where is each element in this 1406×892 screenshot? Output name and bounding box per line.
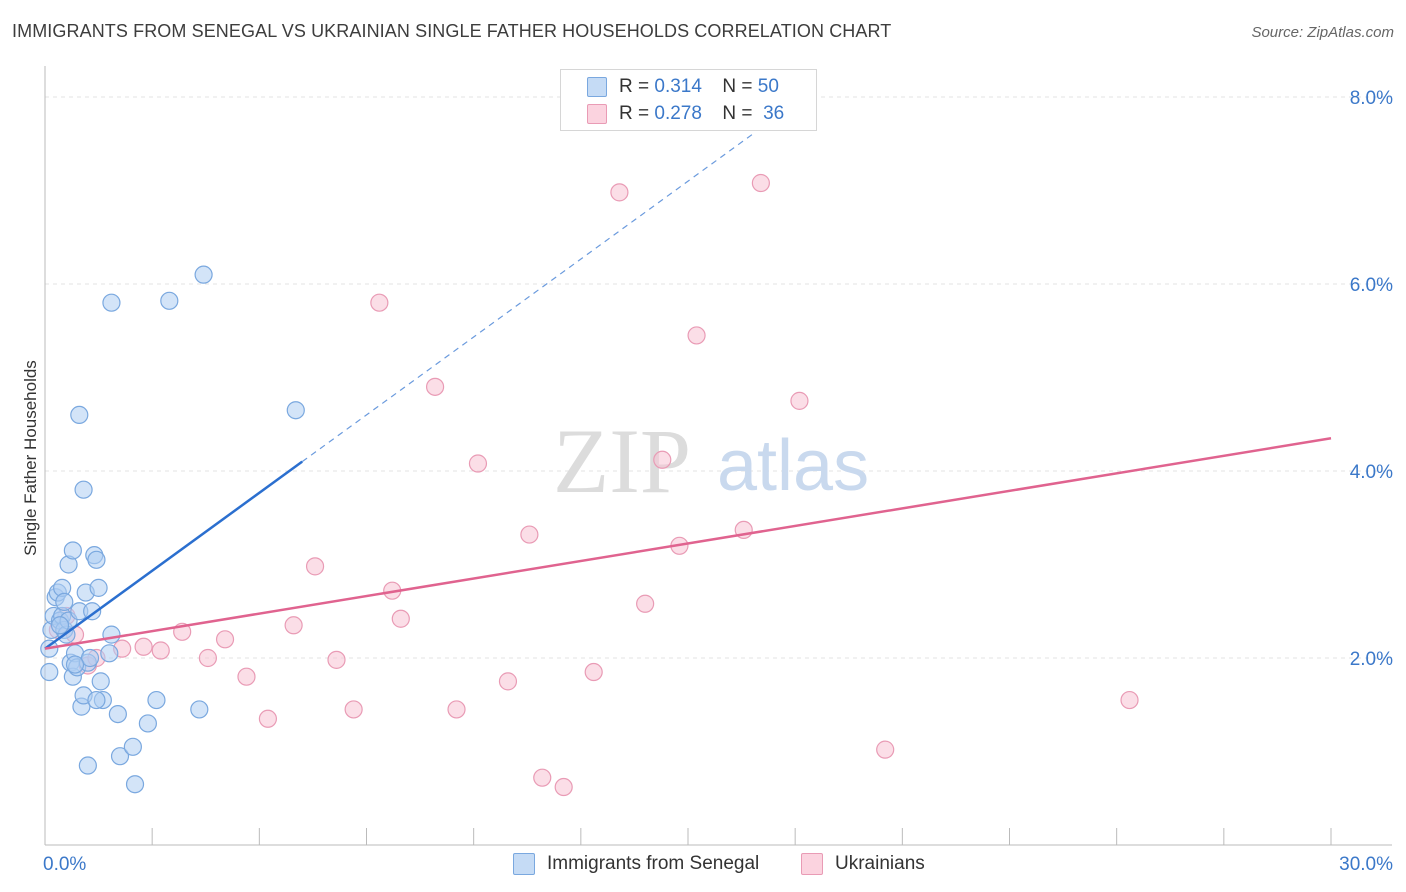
point-ukrainian <box>151 641 170 660</box>
point-senegal <box>55 592 74 612</box>
bottom-legend-swatch-ukrainians <box>801 853 823 875</box>
point-senegal <box>91 672 110 691</box>
point-ukrainian <box>584 662 603 682</box>
point-ukrainian <box>215 630 235 649</box>
point-senegal <box>102 293 121 312</box>
trend-line-ukrainian <box>44 437 1332 650</box>
point-ukrainian <box>198 648 217 668</box>
watermark: ZIP atlas <box>553 410 869 512</box>
point-senegal <box>87 550 106 569</box>
legend-n-label: N = <box>722 76 753 97</box>
y-tick-label: 6.0% <box>1350 275 1393 296</box>
y-tick-label: 2.0% <box>1350 649 1393 670</box>
point-senegal <box>108 704 127 724</box>
point-senegal <box>286 401 305 420</box>
trend-lines <box>44 133 1332 650</box>
legend-swatch-ukrainians <box>587 104 607 124</box>
y-axis-label: Single Father Households <box>21 360 40 556</box>
gridlines <box>45 96 1392 659</box>
point-ukrainian <box>237 667 256 686</box>
watermark-atlas: atlas <box>717 426 869 506</box>
point-senegal <box>83 602 102 621</box>
point-ukrainian <box>447 700 466 719</box>
tick-labels: 2.0% 4.0% 6.0% 8.0% 0.0% 30.0% <box>43 88 1393 875</box>
point-senegal <box>70 405 89 424</box>
point-senegal <box>138 714 157 733</box>
trend-line-senegal-extension <box>301 133 753 463</box>
trend-line-senegal <box>44 460 303 650</box>
point-ukrainian <box>520 525 539 544</box>
point-ukrainian <box>636 594 655 613</box>
point-ukrainian <box>554 777 573 797</box>
point-senegal <box>147 690 166 710</box>
point-ukrainian <box>344 700 363 719</box>
point-senegal <box>110 747 130 766</box>
chart-title: IMMIGRANTS FROM SENEGAL VS UKRAINIAN SIN… <box>12 21 892 41</box>
legend-swatch-senegal <box>587 77 607 97</box>
source-note: Source: ZipAtlas.com <box>1251 24 1394 41</box>
point-senegal <box>190 700 209 719</box>
point-ukrainian <box>370 293 389 312</box>
point-ukrainian <box>687 326 706 345</box>
correlation-legend: R = 0.314 N = 50 R = 0.278 N = 36 <box>560 69 817 131</box>
point-ukrainian <box>305 557 325 576</box>
point-senegal <box>194 265 213 284</box>
bottom-legend-swatch-senegal <box>513 853 535 875</box>
bottom-legend-label-senegal: Immigrants from Senegal <box>547 853 760 874</box>
point-senegal <box>160 291 179 310</box>
point-ukrainian <box>134 637 153 656</box>
legend-row-senegal: R = 0.314 N = 50 <box>587 75 779 99</box>
point-senegal <box>74 480 93 499</box>
point-senegal <box>123 737 142 756</box>
bottom-legend-senegal: Immigrants from Senegal <box>513 851 759 877</box>
point-senegal <box>89 578 108 597</box>
legend-r-value-ukrainians: 0.278 <box>654 103 702 124</box>
legend-n-value-ukrainians: 36 <box>763 103 785 124</box>
point-ukrainian <box>327 650 346 669</box>
x-tick-label: 30.0% <box>1339 854 1393 875</box>
point-senegal <box>63 541 82 560</box>
point-ukrainian <box>876 740 895 759</box>
x-tick-label: 0.0% <box>43 854 86 875</box>
point-senegal <box>80 648 100 668</box>
point-ukrainian <box>498 672 518 691</box>
point-ukrainian <box>751 173 770 193</box>
bottom-legend-label-ukrainians: Ukrainians <box>835 853 925 874</box>
point-senegal <box>100 644 119 663</box>
legend-n-value-senegal: 50 <box>757 76 779 97</box>
point-ukrainian <box>391 609 410 628</box>
axes <box>44 66 1392 846</box>
point-senegal <box>87 690 106 710</box>
point-ukrainian <box>653 450 672 469</box>
y-tick-label: 4.0% <box>1350 462 1393 483</box>
legend-n-label: N = <box>722 103 753 124</box>
point-ukrainian <box>1120 690 1139 710</box>
point-senegal <box>78 756 97 775</box>
point-ukrainian <box>258 709 278 728</box>
point-ukrainian <box>533 768 552 787</box>
point-ukrainian <box>284 616 303 635</box>
point-ukrainian <box>610 183 629 202</box>
legend-r-value-senegal: 0.314 <box>654 76 702 97</box>
point-senegal <box>65 655 85 674</box>
point-senegal <box>125 775 145 794</box>
legend-r-label: R = <box>619 76 650 97</box>
legend-row-ukrainians: R = 0.278 N = 36 <box>587 102 784 126</box>
legend-r-label: R = <box>619 103 650 124</box>
point-senegal <box>40 662 59 682</box>
point-ukrainian <box>468 454 488 473</box>
bottom-legend-ukrainians: Ukrainians <box>801 851 925 877</box>
y-tick-label: 8.0% <box>1350 88 1393 109</box>
point-ukrainian <box>790 391 809 410</box>
point-senegal <box>50 616 70 635</box>
point-senegal <box>102 625 121 644</box>
data-points <box>40 173 1139 797</box>
point-ukrainian <box>425 377 445 396</box>
